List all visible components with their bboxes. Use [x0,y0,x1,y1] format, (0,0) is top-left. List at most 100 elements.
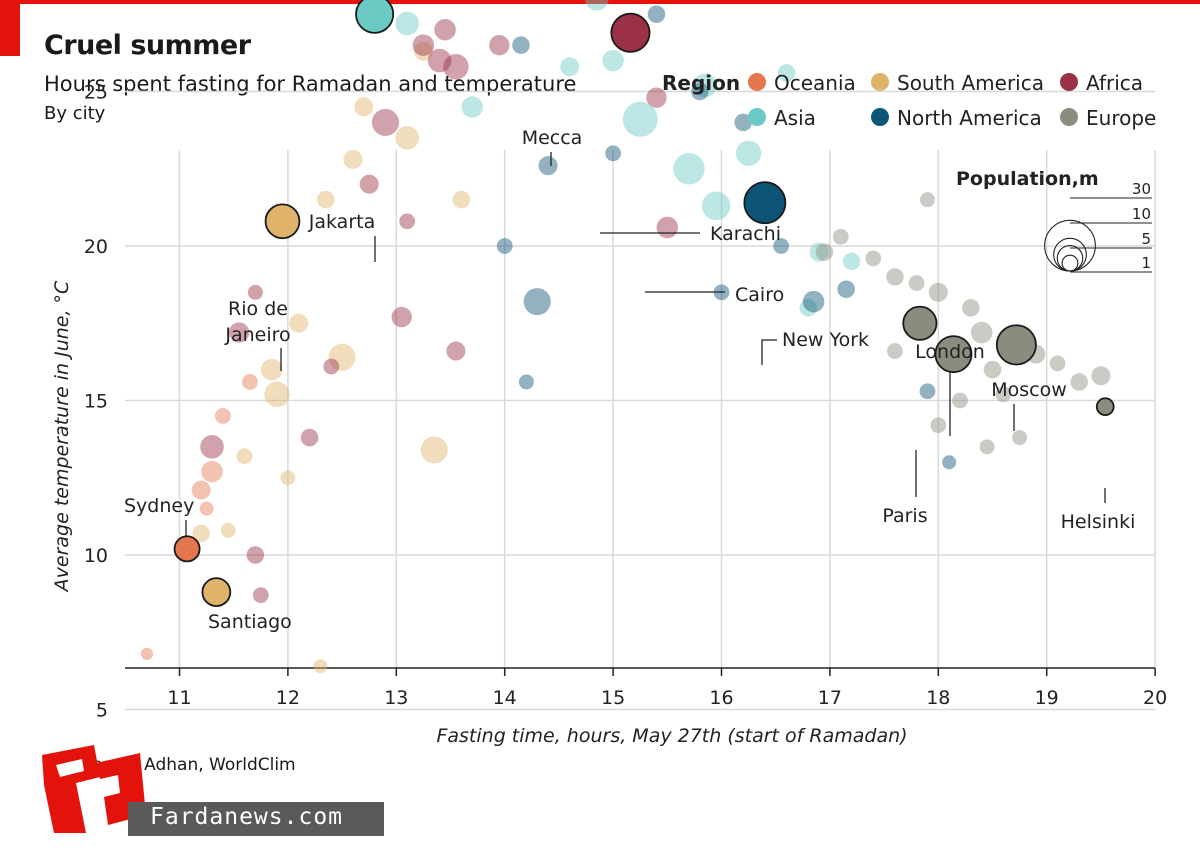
point-92 [983,360,1002,379]
point-62 [560,57,580,77]
background-city-points [140,0,1111,674]
point-23 [200,435,224,459]
point-32 [412,34,435,56]
point-63 [602,49,624,72]
point-7 [264,381,290,408]
point-55 [701,191,731,221]
x-axis-label: Fasting time, hours, May 27th (start of … [436,725,907,747]
axes: 111213141516171819205101520253035Fasting… [51,82,1167,748]
point-78 [837,280,855,299]
point-45 [461,96,483,118]
region-legend: Region Oceania South America Africa Asia Nort… [662,71,1156,130]
x-tick-label-16: 16 [709,687,733,709]
label-jakarta: Jakarta [308,211,375,233]
label-london: London [915,341,985,363]
population-value-1: 1 [1141,254,1151,272]
legend-label-europe: Europe [1086,106,1156,130]
point-90 [962,299,980,317]
legend-label-north-america: North America [897,106,1042,130]
x-tick-label-18: 18 [926,687,950,709]
point-40 [446,341,466,361]
population-circle-5 [1056,245,1084,272]
point-58 [809,242,829,262]
point-16 [313,659,328,674]
point-67 [693,73,718,98]
label-karachi: Karachi [710,223,781,245]
point-11 [328,343,356,371]
label-new-york: New York [782,329,869,351]
y-tick-label-5: 5 [96,700,108,722]
point-24 [246,546,265,564]
point-68 [523,288,551,316]
y-tick-label-20: 20 [84,236,108,258]
point-33 [427,48,452,73]
population-size-legend: Population,m 30 10 5 1 [956,168,1152,273]
point-sydney [173,535,201,563]
label-sydney: Sydney [124,495,194,517]
red-tag-mark [0,4,20,56]
point-101 [979,439,995,455]
legend-label-africa: Africa [1086,71,1143,95]
point-69 [538,156,558,176]
legend-swatch-north-america [871,108,889,126]
x-tick-label-11: 11 [167,687,191,709]
population-value-30: 30 [1132,180,1151,198]
point-95 [995,386,1012,403]
point-30 [371,108,400,136]
label-cairo: Cairo [735,284,784,306]
y-tick-label-25: 25 [84,82,108,104]
point-77 [802,290,825,313]
point-91 [970,321,993,344]
point-43 [646,87,667,108]
point-93 [952,392,968,409]
point-70 [512,36,530,54]
point-86 [865,250,882,267]
population-value-5: 5 [1141,230,1151,248]
point-102 [887,343,903,359]
x-tick-label-19: 19 [1035,687,1059,709]
label-rio-de-janeiro: Rio de Janeiro [224,298,290,346]
point-19 [280,470,296,486]
legend-title: Region [662,71,740,95]
point-72 [518,374,534,390]
point-56 [735,140,762,167]
label-paris: Paris [882,505,927,527]
population-legend-title: Population,m [956,168,1099,190]
point-santiago [201,577,232,607]
point-20 [413,41,433,61]
point-57 [777,64,796,82]
point-31 [391,306,412,328]
label-moscow: Moscow [991,379,1067,401]
point-97 [1049,355,1066,372]
point-21 [220,522,236,538]
point-53 [622,101,658,137]
point-85 [832,228,849,245]
x-tick-label-17: 17 [818,687,842,709]
point-80 [919,383,936,400]
point-42 [656,216,679,239]
point-8 [260,358,283,381]
point-87 [886,268,904,286]
x-tick-label-14: 14 [493,687,517,709]
point-74 [647,5,666,24]
point-99 [1091,366,1111,386]
chart-subsubtitle: By city [44,103,106,124]
legend-swatch-asia [748,108,766,126]
label-santiago: Santiago [208,611,292,633]
point-88 [908,275,925,291]
point-13 [354,97,374,117]
point-75 [691,82,709,101]
population-circle-1 [1061,254,1079,272]
point-94 [930,417,947,434]
point-52 [585,0,609,11]
chart-title: Cruel summer [44,30,251,61]
point-3 [242,374,258,390]
point-100 [919,192,935,208]
point-6 [192,524,210,543]
legend-label-oceania: Oceania [774,71,856,95]
point-64 [799,299,817,317]
point-15 [395,126,419,150]
top-accent-bar [0,0,1200,4]
y-tick-label-10: 10 [84,545,108,567]
leader-lines [185,152,1106,605]
